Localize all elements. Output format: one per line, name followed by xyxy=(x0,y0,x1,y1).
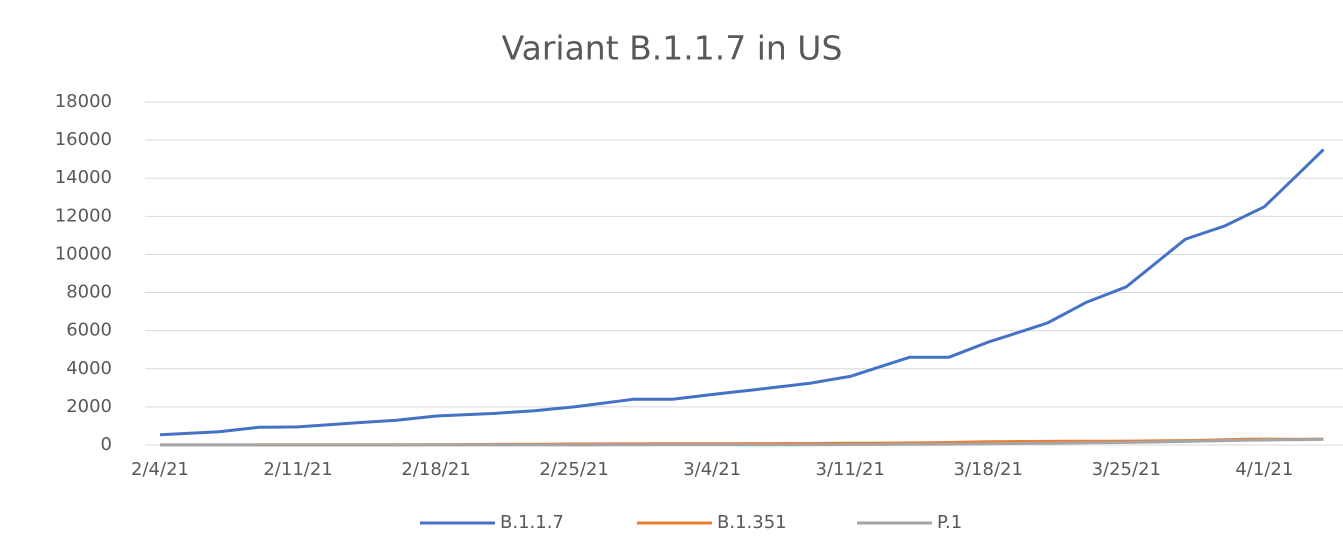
series-line xyxy=(159,148,1325,437)
y-tick-label: 18000 xyxy=(55,91,112,112)
y-tick-label: 2000 xyxy=(66,396,112,417)
y-tick-label: 6000 xyxy=(66,320,112,341)
x-tick-label: 2/11/21 xyxy=(263,459,332,480)
y-tick-label: 14000 xyxy=(55,167,112,188)
x-tick-label: 3/11/21 xyxy=(816,459,885,480)
x-tick-label: 2/4/21 xyxy=(131,459,189,480)
x-tick-label: 2/18/21 xyxy=(401,459,470,480)
x-tick-label: 3/4/21 xyxy=(683,459,741,480)
legend-label: B.1.351 xyxy=(717,512,787,533)
x-tick-label: 2/25/21 xyxy=(539,459,608,480)
y-tick-label: 16000 xyxy=(55,129,112,150)
chart-title: Variant B.1.1.7 in US xyxy=(502,29,843,68)
y-tick-label: 12000 xyxy=(55,205,112,226)
y-tick-label: 8000 xyxy=(66,282,112,303)
series-line xyxy=(160,437,1324,447)
legend-label: P.1 xyxy=(937,512,962,533)
x-tick-label: 4/1/21 xyxy=(1235,459,1293,480)
x-tick-label: 3/25/21 xyxy=(1092,459,1161,480)
legend-label: B.1.1.7 xyxy=(500,512,564,533)
y-tick-label: 4000 xyxy=(66,358,112,379)
y-tick-label: 0 xyxy=(101,434,112,455)
x-tick-label: 3/18/21 xyxy=(954,459,1023,480)
y-tick-label: 10000 xyxy=(55,243,112,264)
